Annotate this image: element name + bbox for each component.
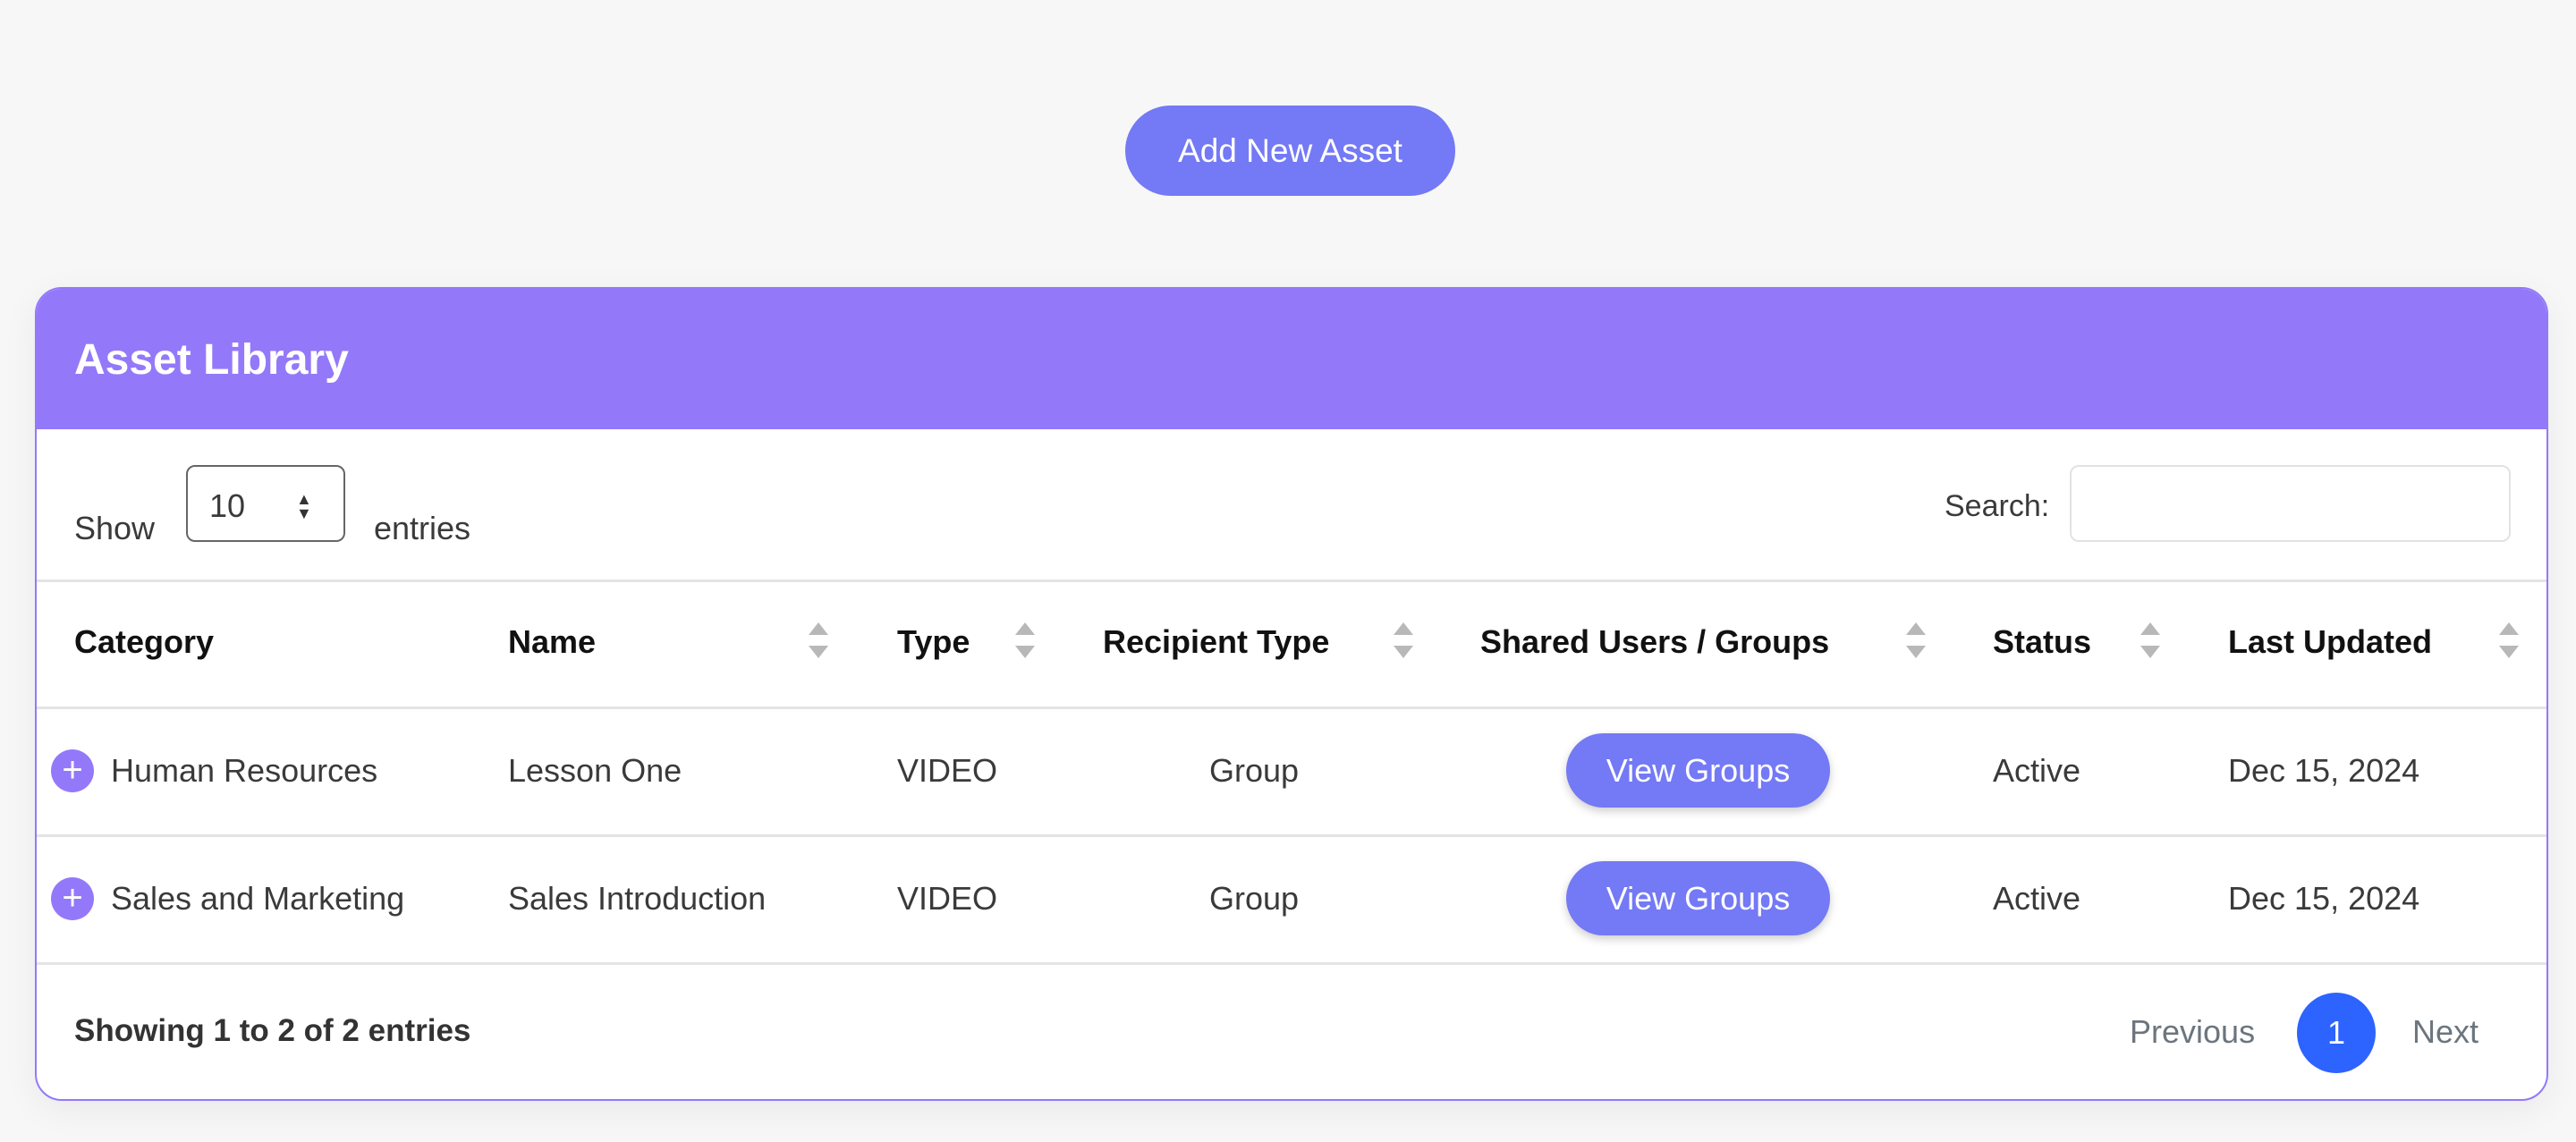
divider <box>37 962 2546 965</box>
entries-info: Showing 1 to 2 of 2 entries <box>74 1013 471 1048</box>
sort-icon[interactable] <box>809 622 828 658</box>
cell-updated: Dec 15, 2024 <box>2228 752 2420 789</box>
cell-status: Active <box>1993 880 2081 917</box>
cell-recipient: Group <box>1208 880 1300 917</box>
cell-recipient: Group <box>1208 752 1300 789</box>
col-shared[interactable]: Shared Users / Groups <box>1480 623 1830 660</box>
divider <box>37 706 2546 709</box>
sort-icon[interactable] <box>2140 622 2160 658</box>
col-recipient-type[interactable]: Recipient Type <box>1103 623 1330 660</box>
page-size-select[interactable]: 10 ▲ ▼ <box>186 465 345 542</box>
divider <box>37 834 2546 837</box>
cell-name: Sales Introduction <box>508 880 767 917</box>
view-groups-button[interactable]: View Groups <box>1566 733 1830 808</box>
search-label: Search: <box>1945 489 2050 523</box>
cell-category: Sales and Marketing <box>111 880 405 917</box>
page-size-value: 10 <box>209 487 246 524</box>
add-new-asset-button[interactable]: Add New Asset <box>1125 106 1455 196</box>
cell-type: VIDEO <box>897 880 998 917</box>
previous-button[interactable]: Previous <box>2130 1013 2256 1050</box>
search-input[interactable] <box>2070 465 2511 542</box>
cell-name: Lesson One <box>508 752 682 789</box>
expand-plus-icon[interactable]: + <box>51 749 94 792</box>
sort-icon[interactable] <box>2499 622 2519 658</box>
select-arrows-icon: ▲ ▼ <box>296 490 312 522</box>
expand-plus-icon[interactable]: + <box>51 877 94 920</box>
col-type[interactable]: Type <box>897 623 970 660</box>
sort-icon[interactable] <box>1906 622 1926 658</box>
asset-library-card: Asset Library Show 10 ▲ ▼ entries Search:… <box>35 287 2548 1101</box>
col-name[interactable]: Name <box>508 623 597 660</box>
cell-category: Human Resources <box>111 752 378 789</box>
card-title: Asset Library <box>37 289 2546 429</box>
col-last-updated[interactable]: Last Updated <box>2228 623 2433 660</box>
page-1-button[interactable]: 1 <box>2297 993 2376 1073</box>
view-groups-button[interactable]: View Groups <box>1566 861 1830 935</box>
entries-label: entries <box>374 510 471 546</box>
next-button[interactable]: Next <box>2412 1013 2479 1050</box>
show-label: Show <box>74 510 156 546</box>
col-category[interactable]: Category <box>74 623 215 660</box>
divider <box>37 579 2546 582</box>
sort-icon[interactable] <box>1394 622 1413 658</box>
cell-type: VIDEO <box>897 752 998 789</box>
col-status[interactable]: Status <box>1993 623 2092 660</box>
cell-updated: Dec 15, 2024 <box>2228 880 2420 917</box>
cell-status: Active <box>1993 752 2081 789</box>
sort-icon[interactable] <box>1015 622 1035 658</box>
